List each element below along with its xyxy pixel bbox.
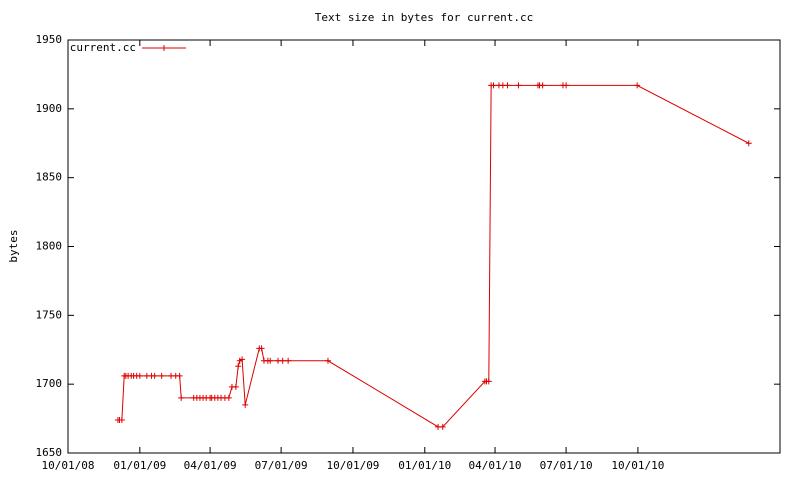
x-tick-label: 04/01/10 bbox=[469, 459, 522, 472]
x-tick-label: 04/01/09 bbox=[184, 459, 237, 472]
point-marker bbox=[504, 82, 511, 89]
y-tick-label: 1900 bbox=[36, 102, 63, 115]
point-marker bbox=[258, 345, 265, 352]
x-tick-label: 10/01/10 bbox=[611, 459, 664, 472]
point-marker bbox=[239, 356, 246, 363]
point-marker bbox=[515, 82, 522, 89]
legend-marker bbox=[161, 45, 167, 51]
point-marker bbox=[634, 82, 641, 89]
point-marker bbox=[235, 363, 242, 370]
legend-label: current.cc bbox=[70, 41, 136, 54]
point-marker bbox=[242, 401, 249, 408]
plot-border bbox=[67, 39, 781, 454]
point-marker bbox=[267, 357, 274, 364]
x-tick-label: 10/01/09 bbox=[326, 459, 379, 472]
point-marker bbox=[563, 82, 570, 89]
y-tick-label: 1950 bbox=[36, 33, 63, 46]
y-tick-label: 1700 bbox=[36, 377, 63, 390]
point-marker bbox=[118, 416, 125, 423]
y-tick-label: 1800 bbox=[36, 240, 63, 253]
point-marker bbox=[439, 423, 446, 430]
y-tick-label: 1750 bbox=[36, 308, 63, 321]
y-tick-label: 1650 bbox=[36, 446, 63, 459]
x-tick-label: 07/01/09 bbox=[255, 459, 308, 472]
x-tick-label: 01/01/10 bbox=[398, 459, 451, 472]
y-tick-label: 1850 bbox=[36, 171, 63, 184]
point-marker bbox=[539, 82, 546, 89]
y-axis-label: bytes bbox=[7, 229, 20, 262]
point-marker bbox=[136, 372, 143, 379]
point-marker bbox=[178, 394, 185, 401]
series-line bbox=[117, 84, 750, 428]
x-tick-label: 10/01/08 bbox=[42, 459, 95, 472]
point-marker bbox=[485, 378, 492, 385]
point-marker bbox=[176, 372, 183, 379]
point-marker bbox=[285, 357, 292, 364]
x-tick-label: 07/01/10 bbox=[540, 459, 593, 472]
point-marker bbox=[490, 82, 497, 89]
point-marker bbox=[324, 357, 331, 364]
point-marker bbox=[158, 372, 165, 379]
x-tick-label: 01/01/09 bbox=[113, 459, 166, 472]
point-marker bbox=[232, 383, 239, 390]
point-marker bbox=[225, 394, 232, 401]
chart-title: Text size in bytes for current.cc bbox=[315, 11, 534, 24]
point-marker bbox=[745, 140, 752, 147]
point-marker bbox=[151, 372, 158, 379]
point-marker bbox=[279, 357, 286, 364]
